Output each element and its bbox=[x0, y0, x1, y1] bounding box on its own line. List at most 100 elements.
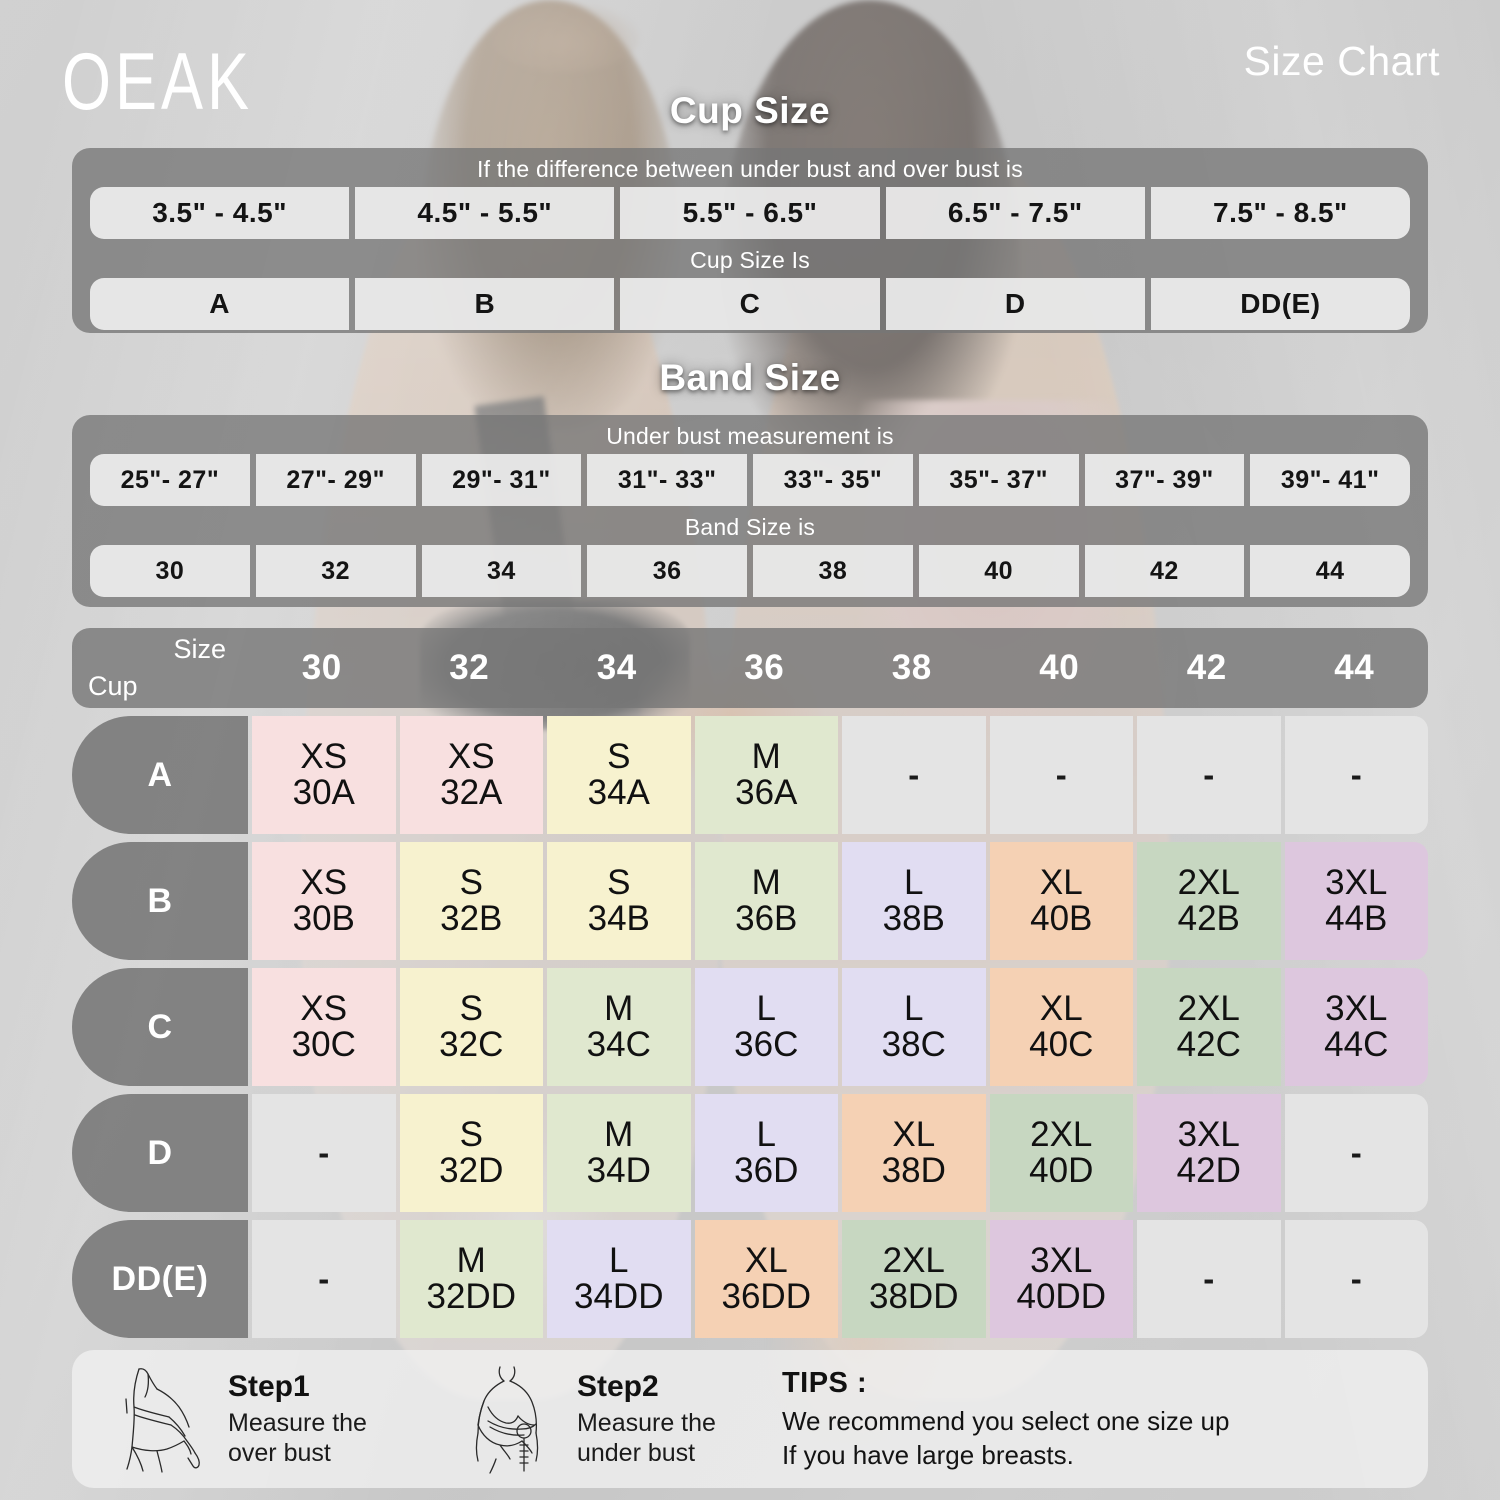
cell-size-label: S bbox=[459, 988, 483, 1028]
cup-range-cell-1: 4.5" - 5.5" bbox=[355, 187, 615, 239]
cell-size-label: L bbox=[904, 862, 924, 902]
band-size-caption-bottom: Band Size is bbox=[684, 514, 816, 540]
cell-band-label: 34C bbox=[586, 1025, 651, 1064]
step2-desc: Measure the under bust bbox=[577, 1408, 716, 1468]
cell-band-label: 38C bbox=[881, 1025, 946, 1064]
tips-line2: If you have large breasts. bbox=[781, 1439, 1074, 1470]
band-size-caption-top: Under bust measurement is bbox=[606, 423, 894, 449]
step2-block: Step2 Measure the under bust bbox=[447, 1359, 716, 1479]
cell-band-label: 44C bbox=[1324, 1025, 1389, 1064]
matrix-cell-34A: S 34A bbox=[547, 716, 691, 834]
matrix-cell-38D: XL 38D bbox=[842, 1094, 986, 1212]
band-value-cell-0: 30 bbox=[90, 545, 250, 597]
tips-title: TIPS : bbox=[781, 1366, 868, 1399]
measurement-guide-footer: Step1 Measure the over bust bbox=[72, 1350, 1428, 1488]
empty-dash: - bbox=[318, 1260, 330, 1297]
band-value-cell-1: 32 bbox=[255, 545, 416, 597]
matrix-header-row: Size Cup 30 32 34 36 38 40 42 44 bbox=[72, 628, 1428, 708]
cell-size-label: 3XL bbox=[1325, 862, 1388, 902]
cup-value-cell-2: C bbox=[620, 278, 880, 330]
cell-band-label: 36C bbox=[734, 1025, 799, 1064]
band-range-cell-1: 27"- 29" bbox=[255, 454, 416, 506]
cell-band-label: 36D bbox=[734, 1151, 799, 1190]
band-range-cell-3: 31"- 33" bbox=[587, 454, 747, 506]
cell-band-label: 44B bbox=[1325, 899, 1388, 938]
cell-band-label: 38B bbox=[882, 899, 945, 938]
matrix-cell-32A: XS 32A bbox=[399, 716, 543, 834]
matrix-row-DD(E): DD(E) - M 32DD L 34DD XL 36DD 2XL 38DD 3XL 40DD - - bbox=[72, 1220, 1428, 1338]
matrix-cell-44A-empty: - bbox=[1284, 716, 1428, 834]
cup-size-caption-bottom: Cup Size Is bbox=[690, 247, 810, 273]
cell-size-label: L bbox=[756, 1114, 776, 1154]
band-range-cell-6: 37"- 39" bbox=[1084, 454, 1245, 506]
matrix-cell-32DD: M 32DD bbox=[399, 1220, 543, 1338]
cell-size-label: 3XL bbox=[1030, 1240, 1093, 1280]
tips-block: TIPS : We recommend you select one size … bbox=[782, 1367, 1230, 1472]
band-size-heading: Band Size bbox=[659, 357, 841, 398]
step1-desc: Measure the over bust bbox=[228, 1408, 367, 1468]
matrix-corner-size-label: Size bbox=[173, 634, 226, 664]
step1-text: Step1 Measure the over bust bbox=[228, 1370, 367, 1468]
band-value-row: 30 32 34 36 38 40 42 44 bbox=[72, 541, 1428, 597]
matrix-cell-40DD: 3XL 40DD bbox=[989, 1220, 1133, 1338]
matrix-col-header-30: 30 bbox=[301, 648, 342, 687]
cell-size-label: L bbox=[609, 1240, 629, 1280]
cell-size-label: XS bbox=[447, 736, 495, 776]
cell-size-label: XL bbox=[744, 1240, 788, 1280]
step2-text: Step2 Measure the under bust bbox=[577, 1370, 716, 1468]
matrix-corner-label: Size Cup bbox=[72, 628, 248, 708]
matrix-cell-34B: S 34B bbox=[547, 842, 691, 960]
empty-dash: - bbox=[1350, 1134, 1362, 1171]
matrix-cell-30A: XS 30A bbox=[252, 716, 396, 834]
matrix-row-A: A XS 30A XS 32A S 34A M 36A - - - - bbox=[72, 716, 1428, 834]
matrix-body: A XS 30A XS 32A S 34A M 36A - - - - B XS 30B S 32B S 34B M 36… bbox=[72, 716, 1428, 1338]
matrix-cell-32D: S 32D bbox=[399, 1094, 543, 1212]
matrix-cell-38B: L 38B bbox=[842, 842, 986, 960]
cell-band-label: 38D bbox=[881, 1151, 946, 1190]
band-value-cell-5: 40 bbox=[918, 545, 1079, 597]
cup-range-row: 3.5" - 4.5" 4.5" - 5.5" 5.5" - 6.5" 6.5" - … bbox=[72, 183, 1428, 239]
cell-band-label: 36B bbox=[735, 899, 798, 938]
cell-size-label: S bbox=[459, 1114, 483, 1154]
matrix-row-label-C: C bbox=[72, 968, 248, 1086]
step1-title: Step1 bbox=[228, 1370, 310, 1403]
cup-value-cell-0: A bbox=[90, 278, 350, 330]
step1-desc-line2: over bust bbox=[228, 1439, 331, 1467]
cup-range-cell-4: 7.5" - 8.5" bbox=[1150, 187, 1411, 239]
matrix-cell-38C: L 38C bbox=[842, 968, 986, 1086]
cell-size-label: 2XL bbox=[1030, 1114, 1093, 1154]
matrix-cell-36DD: XL 36DD bbox=[694, 1220, 838, 1338]
matrix-cell-44C: 3XL 44C bbox=[1284, 968, 1428, 1086]
step1-block: Step1 Measure the over bust bbox=[98, 1359, 367, 1479]
band-range-cell-7: 39"- 41" bbox=[1250, 454, 1410, 506]
matrix-cell-30B: XS 30B bbox=[252, 842, 396, 960]
band-value-cell-2: 34 bbox=[421, 545, 582, 597]
cell-size-label: S bbox=[459, 862, 483, 902]
woman-measuring-under-bust-icon bbox=[447, 1359, 569, 1479]
matrix-row-B: B XS 30B S 32B S 34B M 36B L 38B XL 40B 2XL 42B 3XL 44B bbox=[72, 842, 1428, 960]
matrix-cell-44DD(E)-empty: - bbox=[1284, 1220, 1428, 1338]
matrix-cell-32B: S 32B bbox=[399, 842, 543, 960]
cell-band-label: 34A bbox=[587, 773, 650, 812]
empty-dash: - bbox=[1203, 1260, 1215, 1297]
cell-band-label: 40C bbox=[1029, 1025, 1094, 1064]
band-range-cell-0: 25"- 27" bbox=[90, 454, 250, 506]
matrix-cell-32C: S 32C bbox=[399, 968, 543, 1086]
cell-size-label: XS bbox=[300, 736, 348, 776]
cup-size-panel: If the difference between under bust and… bbox=[72, 148, 1428, 333]
matrix-cell-38A-empty: - bbox=[842, 716, 986, 834]
cell-band-label: 32D bbox=[439, 1151, 504, 1190]
cell-band-label: 32B bbox=[440, 899, 503, 938]
cell-size-label: XS bbox=[300, 988, 348, 1028]
matrix-row-label-D: D bbox=[72, 1094, 248, 1212]
matrix-col-header-42: 42 bbox=[1186, 648, 1227, 687]
cell-band-label: 42B bbox=[1177, 899, 1240, 938]
band-range-cell-4: 33"- 35" bbox=[753, 454, 913, 506]
cell-size-label: M bbox=[751, 736, 781, 776]
cell-size-label: 3XL bbox=[1177, 1114, 1240, 1154]
cell-size-label: L bbox=[756, 988, 776, 1028]
cell-band-label: 40D bbox=[1029, 1151, 1094, 1190]
step1-desc-line1: Measure the bbox=[228, 1409, 367, 1437]
cell-size-label: M bbox=[604, 988, 634, 1028]
cell-size-label: M bbox=[456, 1240, 486, 1280]
